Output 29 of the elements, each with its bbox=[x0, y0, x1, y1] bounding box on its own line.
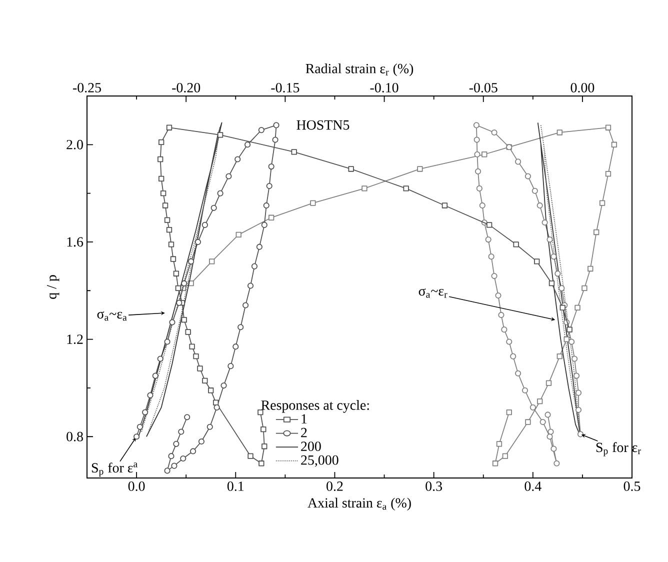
annotation: σ$_{a}$~ε$_{a}$ bbox=[97, 311, 127, 321]
x2-tick-label: -0.05 bbox=[469, 82, 498, 92]
x-tick-label: 0.0 bbox=[128, 482, 145, 491]
legend-label: 1 bbox=[302, 414, 307, 424]
x2-tick-label: -0.25 bbox=[72, 82, 101, 92]
y-axis-title: q / p bbox=[47, 275, 60, 299]
y-tick-label: 1.6 bbox=[67, 237, 84, 247]
x-tick-label: 0.1 bbox=[227, 482, 244, 491]
x-tick-label: 0.2 bbox=[326, 482, 343, 491]
x-tick-label: 0.4 bbox=[524, 482, 542, 491]
x-tick-label: 0.5 bbox=[624, 482, 640, 491]
y-tick-label: 2.0 bbox=[66, 140, 83, 150]
annotation: S$_{p}$ for ε$_{r}$ bbox=[596, 442, 641, 456]
legend-label: 25,000 bbox=[301, 455, 338, 467]
x2-axis-title: Radial strain ε$_{r}$ (%) bbox=[306, 63, 414, 76]
x-tick-label: 0.3 bbox=[426, 482, 442, 491]
legend-title: Responses at cycle: bbox=[261, 400, 369, 413]
x-axis-title: Axial strain ε$_{a}$ (%) bbox=[308, 498, 411, 510]
y-tick-label: 1.2 bbox=[67, 334, 83, 344]
annotation: σ$_{a}$~ε$_{r}$ bbox=[418, 288, 448, 298]
annotation: HOSTN5 bbox=[296, 120, 350, 130]
x2-tick-label: -0.10 bbox=[370, 82, 398, 92]
annotation: S$_{p}$ for ε$^{a}$ bbox=[92, 462, 138, 477]
legend-label: 200 bbox=[301, 442, 321, 452]
x2-tick-label: -0.15 bbox=[271, 82, 300, 92]
y-tick-label: 0.8 bbox=[66, 432, 83, 442]
x2-tick-label: 0.00 bbox=[570, 82, 594, 92]
legend-label: 2 bbox=[301, 428, 307, 438]
x2-tick-label: -0.20 bbox=[172, 82, 200, 92]
